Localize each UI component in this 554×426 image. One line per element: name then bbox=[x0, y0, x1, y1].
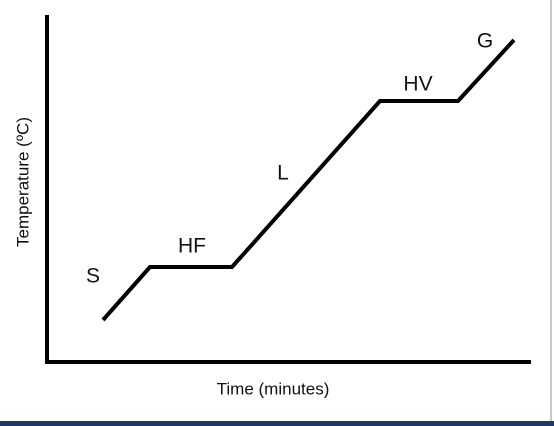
y-axis-label: Temperature (ºC) bbox=[13, 117, 32, 247]
segment-label: HV bbox=[403, 73, 432, 96]
bottom-strip bbox=[0, 421, 554, 426]
segment-label: G bbox=[477, 30, 493, 53]
x-axis-label: Time (minutes) bbox=[217, 379, 330, 398]
segment-label: HF bbox=[178, 235, 206, 258]
segment-label: S bbox=[86, 265, 100, 288]
curve bbox=[101, 38, 516, 322]
segment-label: L bbox=[277, 162, 289, 185]
